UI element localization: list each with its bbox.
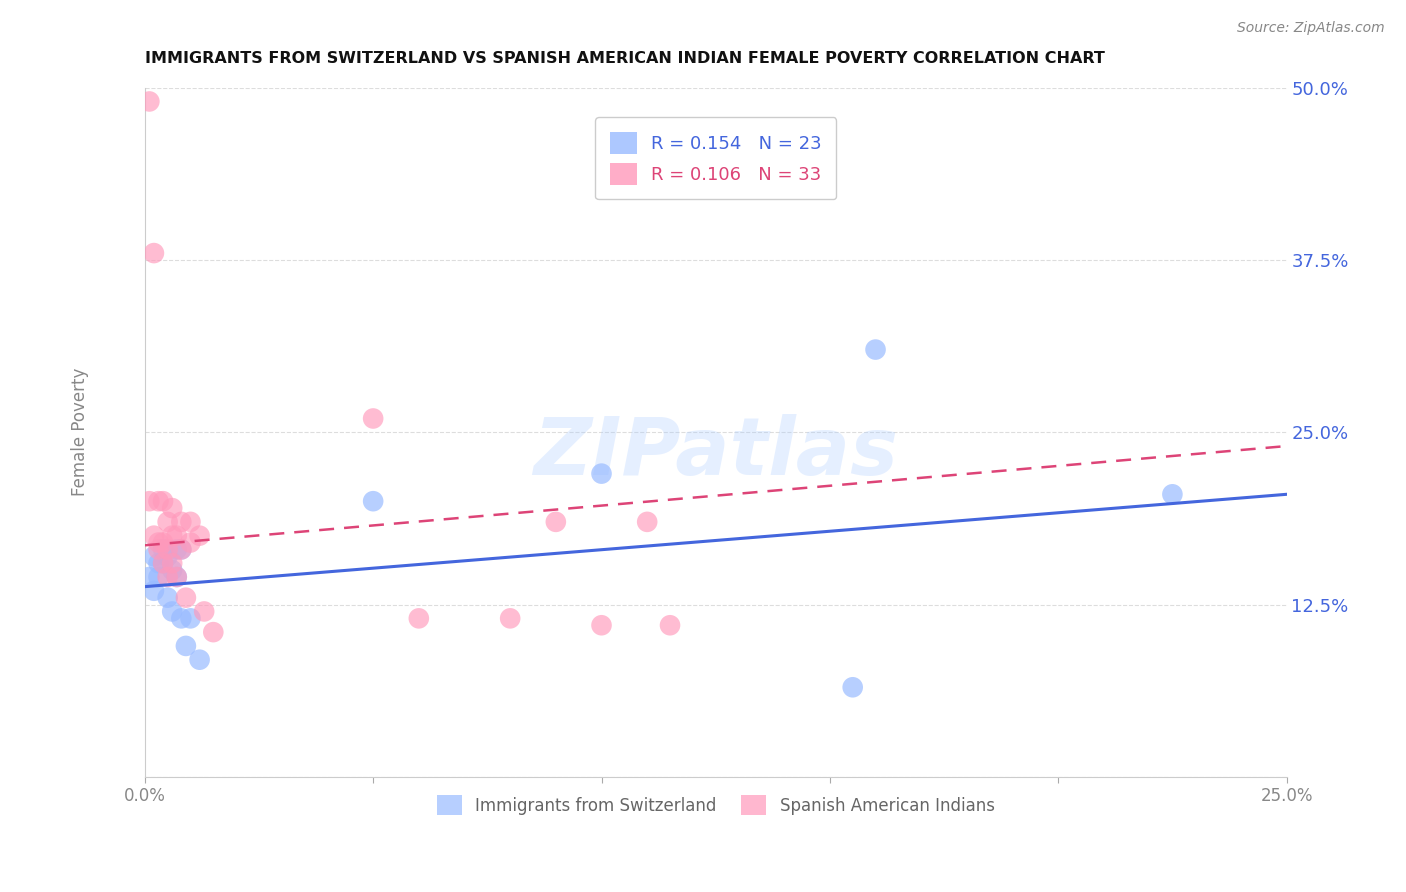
Point [138, 494, 160, 508]
Point [160, 501, 183, 516]
Point [544, 515, 567, 529]
Point [361, 494, 384, 508]
Point [156, 515, 179, 529]
Text: Source: ZipAtlas.com: Source: ZipAtlas.com [1237, 21, 1385, 35]
Point [152, 542, 174, 557]
Point [179, 611, 201, 625]
Point [148, 494, 170, 508]
Point [138, 95, 160, 109]
Point [142, 529, 165, 543]
Point [160, 556, 183, 570]
Point [152, 556, 174, 570]
Point [170, 515, 193, 529]
Point [156, 570, 179, 584]
Point [174, 591, 197, 605]
Point [152, 556, 174, 570]
Point [156, 591, 179, 605]
Point [142, 549, 165, 564]
Text: IMMIGRANTS FROM SWITZERLAND VS SPANISH AMERICAN INDIAN FEMALE POVERTY CORRELATIO: IMMIGRANTS FROM SWITZERLAND VS SPANISH A… [145, 51, 1105, 66]
Point [188, 653, 211, 667]
Point [142, 246, 165, 260]
Text: ZIPatlas: ZIPatlas [533, 414, 898, 492]
Point [148, 570, 170, 584]
Point [179, 515, 201, 529]
Point [166, 529, 188, 543]
Point [170, 542, 193, 557]
Point [865, 343, 887, 357]
Point [591, 618, 613, 632]
Point [160, 604, 183, 618]
Point [148, 542, 170, 557]
Point [170, 542, 193, 557]
Point [166, 570, 188, 584]
Point [659, 618, 682, 632]
Point [499, 611, 522, 625]
Point [148, 556, 170, 570]
Point [361, 411, 384, 425]
Point [166, 570, 188, 584]
Point [179, 535, 201, 549]
Point [1161, 487, 1184, 501]
Point [156, 542, 179, 557]
Point [202, 625, 225, 640]
Point [408, 611, 430, 625]
Point [170, 611, 193, 625]
Y-axis label: Female Poverty: Female Poverty [72, 368, 89, 497]
Legend: Immigrants from Switzerland, Spanish American Indians: Immigrants from Switzerland, Spanish Ame… [429, 787, 1002, 823]
Point [152, 535, 174, 549]
Point [174, 639, 197, 653]
Point [152, 494, 174, 508]
Point [148, 535, 170, 549]
Point [188, 529, 211, 543]
Point [591, 467, 613, 481]
Point [841, 680, 863, 694]
Point [636, 515, 658, 529]
Point [160, 563, 183, 577]
Point [142, 583, 165, 598]
Point [156, 549, 179, 564]
Point [160, 529, 183, 543]
Point [193, 604, 215, 618]
Point [138, 570, 160, 584]
Point [166, 542, 188, 557]
